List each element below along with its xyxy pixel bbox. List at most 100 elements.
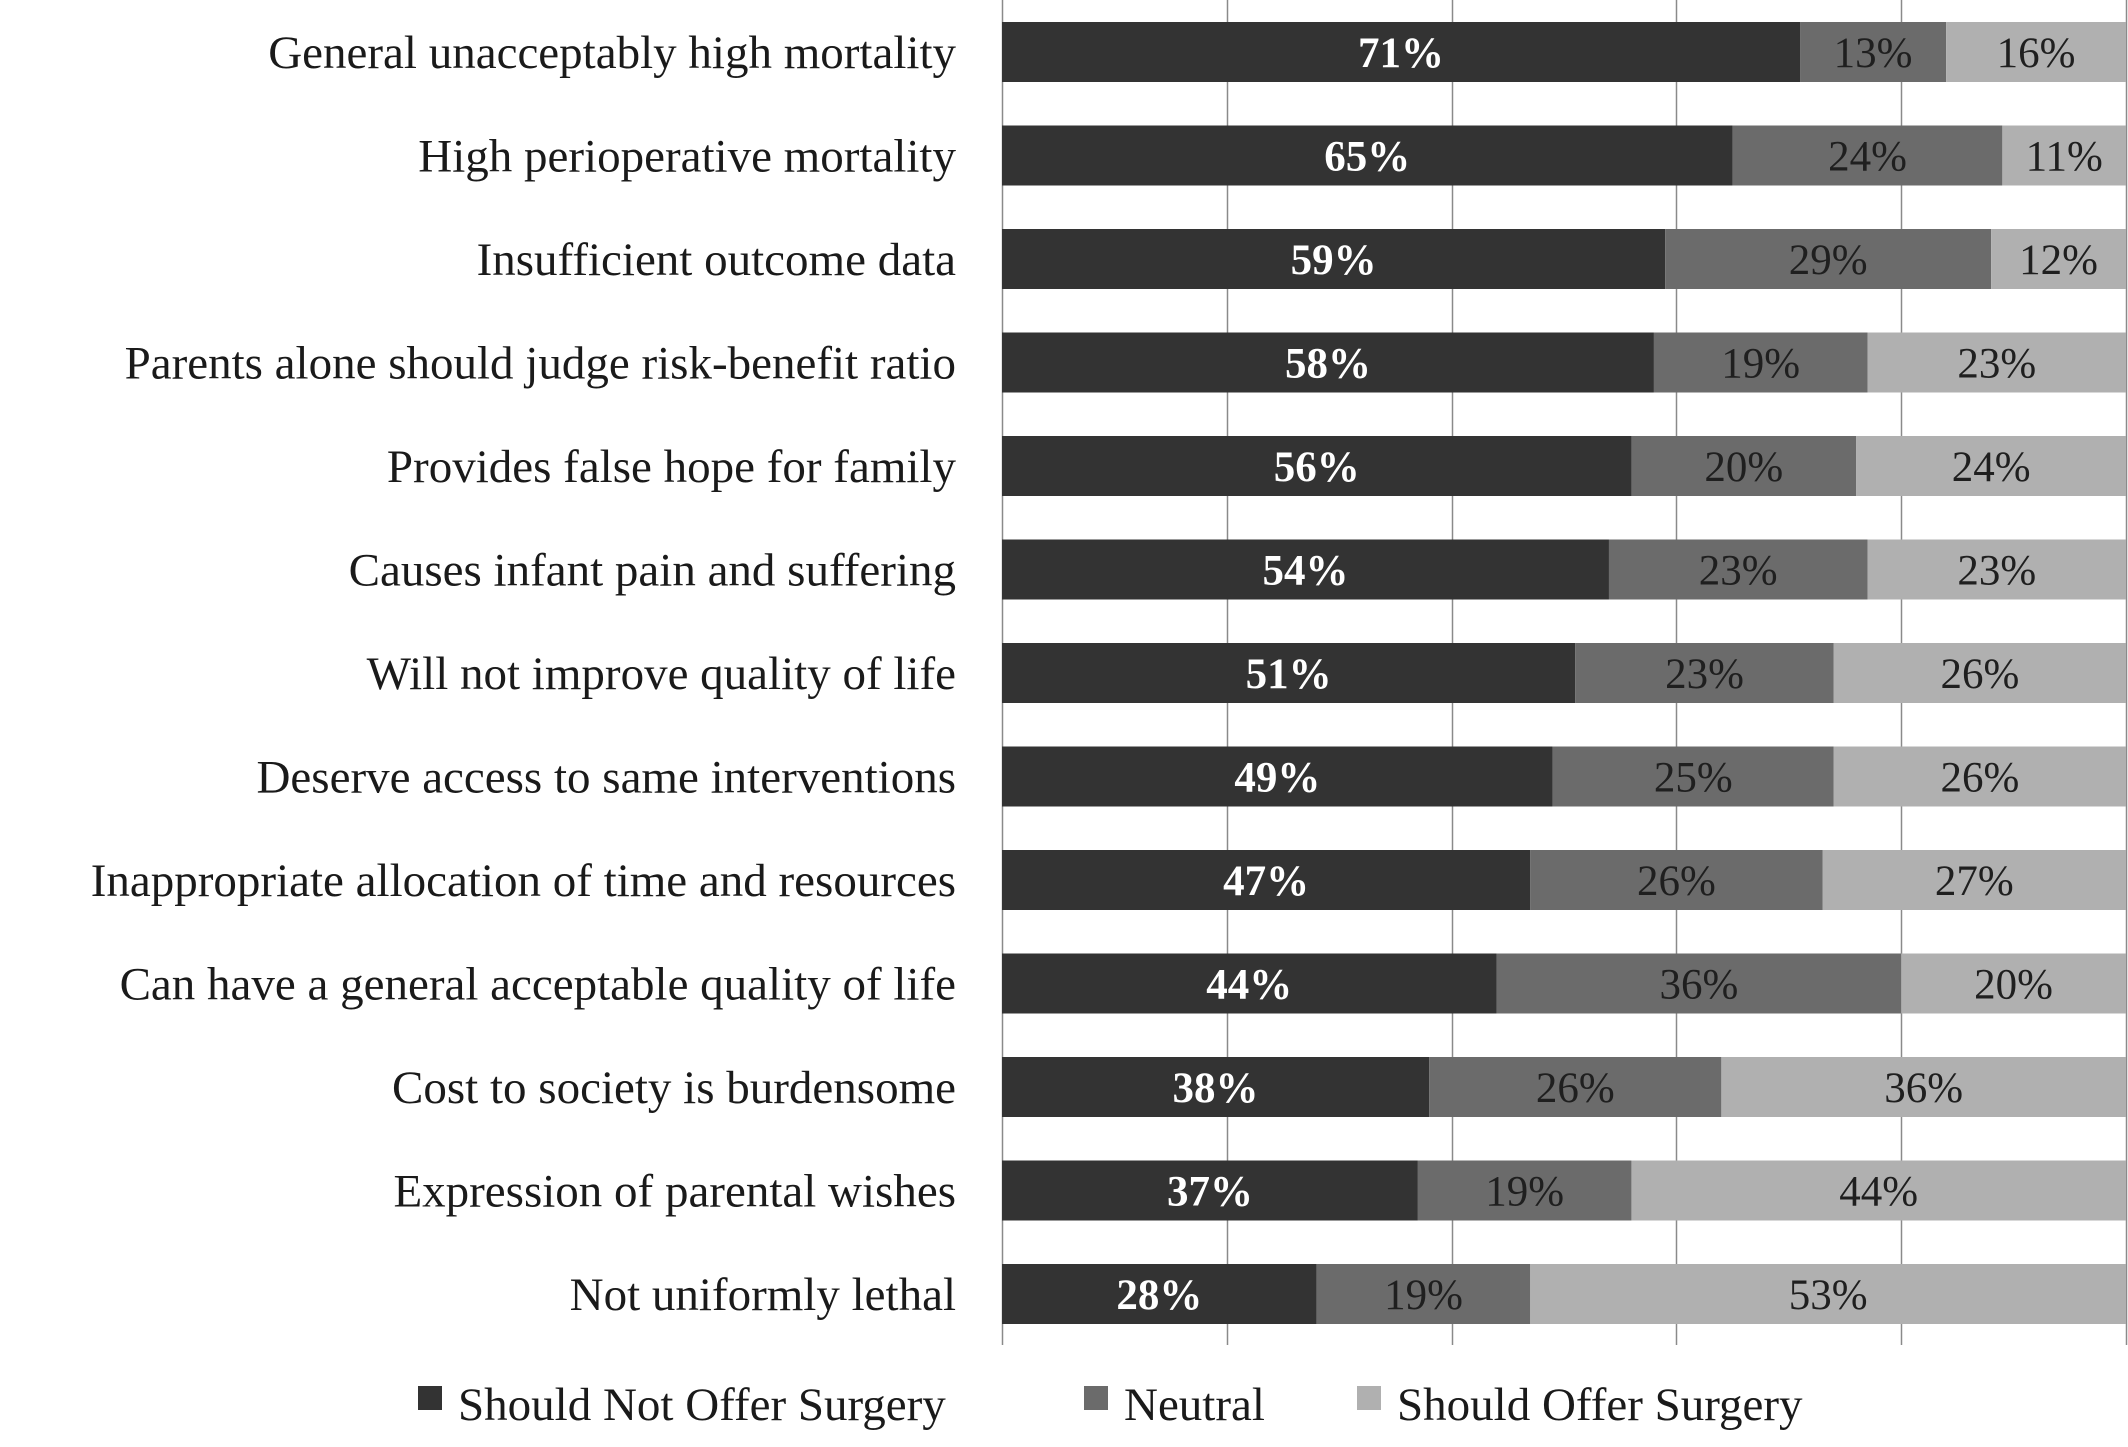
- value-label: 19%: [1485, 1169, 1564, 1216]
- bar-segment-should-offer-3: [1991, 229, 2126, 289]
- value-label: 58%: [1285, 341, 1371, 388]
- bar-segment-should-not-offer-3: [1002, 229, 1666, 289]
- category-label: Parents alone should judge risk-benefit …: [125, 338, 956, 390]
- legend-label: Should Not Offer Surgery: [458, 1379, 946, 1431]
- value-label: 20%: [1704, 444, 1783, 491]
- bar-segment-should-not-offer-5: [1002, 436, 1632, 496]
- value-label: 19%: [1721, 341, 1800, 388]
- bar-segment-should-not-offer-6: [1002, 539, 1609, 600]
- value-label: 26%: [1536, 1065, 1615, 1112]
- bar-segment-should-offer-4: [1867, 332, 2126, 393]
- value-label: 23%: [1957, 548, 2036, 595]
- value-label: 54%: [1262, 548, 1348, 595]
- value-label: 20%: [1974, 962, 2053, 1009]
- value-label: 26%: [1940, 755, 2019, 802]
- value-label: 51%: [1246, 651, 1332, 698]
- bar-segment-should-not-offer-13: [1002, 1264, 1317, 1324]
- bar-segment-should-offer-7: [1833, 643, 2126, 703]
- value-label: 26%: [1637, 858, 1716, 905]
- bar-segment-neutral-2: [1732, 125, 2003, 186]
- bar-segment-should-not-offer-12: [1002, 1160, 1418, 1221]
- bar-segment-should-not-offer-4: [1002, 332, 1654, 393]
- legend-swatch-neutral: [1084, 1386, 1108, 1410]
- value-label: 47%: [1223, 858, 1309, 905]
- category-label: Expression of parental wishes: [393, 1166, 956, 1218]
- category-label: Deserve access to same interventions: [256, 752, 956, 804]
- bar-segment-should-offer-13: [1530, 1264, 2126, 1324]
- value-label: 23%: [1665, 651, 1744, 698]
- bar-segment-neutral-4: [1653, 332, 1868, 393]
- value-label: 26%: [1940, 651, 2019, 698]
- bar-segment-should-not-offer-11: [1002, 1057, 1430, 1117]
- value-label: 56%: [1274, 444, 1360, 491]
- value-label: 24%: [1828, 134, 1907, 181]
- bar-segment-neutral-10: [1496, 953, 1902, 1014]
- value-label: 23%: [1957, 341, 2036, 388]
- bar-segment-neutral-3: [1665, 229, 1992, 289]
- bar-segment-neutral-1: [1800, 22, 1947, 82]
- bar-segment-neutral-7: [1575, 643, 1834, 703]
- value-label: 11%: [2026, 134, 2103, 181]
- category-label: Causes infant pain and suffering: [349, 545, 956, 597]
- category-label: Can have a general acceptable quality of…: [120, 959, 956, 1011]
- value-label: 59%: [1291, 237, 1377, 284]
- bar-segment-neutral-11: [1429, 1057, 1722, 1117]
- value-label: 19%: [1384, 1272, 1463, 1319]
- category-labels: General unacceptably high mortality High …: [91, 27, 957, 1321]
- value-label: 36%: [1884, 1065, 1963, 1112]
- value-label: 71%: [1358, 30, 1444, 77]
- value-label: 36%: [1659, 962, 1738, 1009]
- bar-segment-should-offer-11: [1721, 1057, 2126, 1117]
- category-label: Cost to society is burdensome: [392, 1062, 956, 1114]
- bar-segment-should-offer-12: [1631, 1160, 2126, 1221]
- value-labels: 71% 13% 16% 65% 24% 11% 59% 29% 12% 58% 19% 23% 56% 2…: [1116, 30, 2102, 1319]
- value-label: 44%: [1206, 962, 1292, 1009]
- bar-segment-neutral-12: [1417, 1160, 1632, 1221]
- bar-segment-neutral-5: [1631, 436, 1857, 496]
- value-label: 25%: [1654, 755, 1733, 802]
- legend-label: Neutral: [1124, 1379, 1265, 1431]
- bar-segment-should-offer-5: [1856, 436, 2126, 496]
- value-label: 28%: [1116, 1272, 1202, 1319]
- value-label: 16%: [1997, 30, 2076, 77]
- value-label: 38%: [1173, 1065, 1259, 1112]
- value-label: 37%: [1167, 1169, 1253, 1216]
- bars: [1002, 22, 2126, 1324]
- bar-segment-should-offer-6: [1867, 539, 2126, 600]
- value-label: 65%: [1324, 134, 1410, 181]
- bar-segment-should-not-offer-9: [1002, 850, 1531, 910]
- category-label: Not uniformly lethal: [570, 1269, 956, 1321]
- legend-swatch-should-offer: [1357, 1386, 1381, 1410]
- bar-segment-should-not-offer-10: [1002, 953, 1497, 1014]
- bar-segment-should-not-offer-7: [1002, 643, 1576, 703]
- bar-segment-neutral-13: [1316, 1264, 1531, 1324]
- value-label: 23%: [1699, 548, 1778, 595]
- value-label: 12%: [2019, 237, 2098, 284]
- category-label: High perioperative mortality: [418, 131, 956, 183]
- value-label: 53%: [1789, 1272, 1868, 1319]
- value-label: 13%: [1834, 30, 1913, 77]
- category-label: Will not improve quality of life: [367, 648, 956, 700]
- value-label: 49%: [1234, 755, 1320, 802]
- value-label: 24%: [1952, 444, 2031, 491]
- bar-segment-should-not-offer-2: [1002, 125, 1733, 186]
- legend-label: Should Offer Surgery: [1397, 1379, 1803, 1431]
- value-label: 27%: [1935, 858, 2014, 905]
- category-label: Provides false hope for family: [387, 441, 957, 493]
- value-label: 44%: [1839, 1169, 1918, 1216]
- category-label: Inappropriate allocation of time and res…: [91, 855, 956, 907]
- bar-segment-should-not-offer-8: [1002, 746, 1553, 807]
- value-label: 29%: [1789, 237, 1868, 284]
- bar-segment-should-offer-10: [1901, 953, 2126, 1014]
- legend-swatch-should-not-offer: [418, 1386, 442, 1410]
- bar-segment-should-offer-9: [1822, 850, 2126, 910]
- category-label: General unacceptably high mortality: [268, 27, 956, 79]
- bar-segment-neutral-9: [1530, 850, 1823, 910]
- bar-segment-neutral-6: [1608, 539, 1868, 600]
- bar-segment-should-not-offer-1: [1002, 22, 1801, 82]
- legend: Should Not Offer Surgery Neutral Should Of…: [418, 1379, 1803, 1431]
- bar-segment-neutral-8: [1552, 746, 1834, 807]
- bar-segment-should-offer-2: [2002, 125, 2126, 186]
